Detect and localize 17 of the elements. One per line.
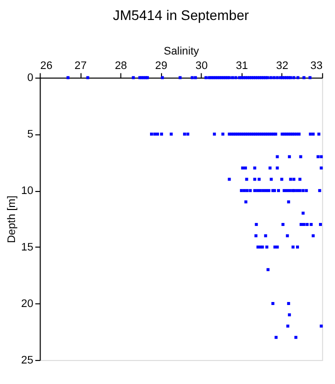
- x-tick-label: 26: [40, 60, 52, 72]
- y-tick-label: 5: [27, 128, 34, 141]
- x-tick-label: 27: [74, 60, 87, 72]
- x-tick-label: 31: [236, 60, 248, 72]
- chart-title: JM5414 in September: [112, 6, 250, 23]
- y-tick-label: 10: [21, 185, 34, 198]
- y-tick-label: 25: [21, 354, 34, 366]
- x-axis-title: Salinity: [164, 45, 200, 58]
- x-tick-label: 29: [155, 60, 168, 72]
- y-tick-label: 15: [21, 242, 34, 254]
- x-tick-label: 28: [114, 60, 127, 72]
- y-axis-title: Depth [m]: [6, 196, 18, 243]
- y-tick-label: 0: [27, 72, 34, 84]
- x-tick-label: 33: [310, 60, 323, 72]
- x-tick-label: 30: [196, 60, 208, 72]
- x-tick-label: 32: [276, 60, 288, 72]
- y-tick-label: 20: [21, 298, 34, 310]
